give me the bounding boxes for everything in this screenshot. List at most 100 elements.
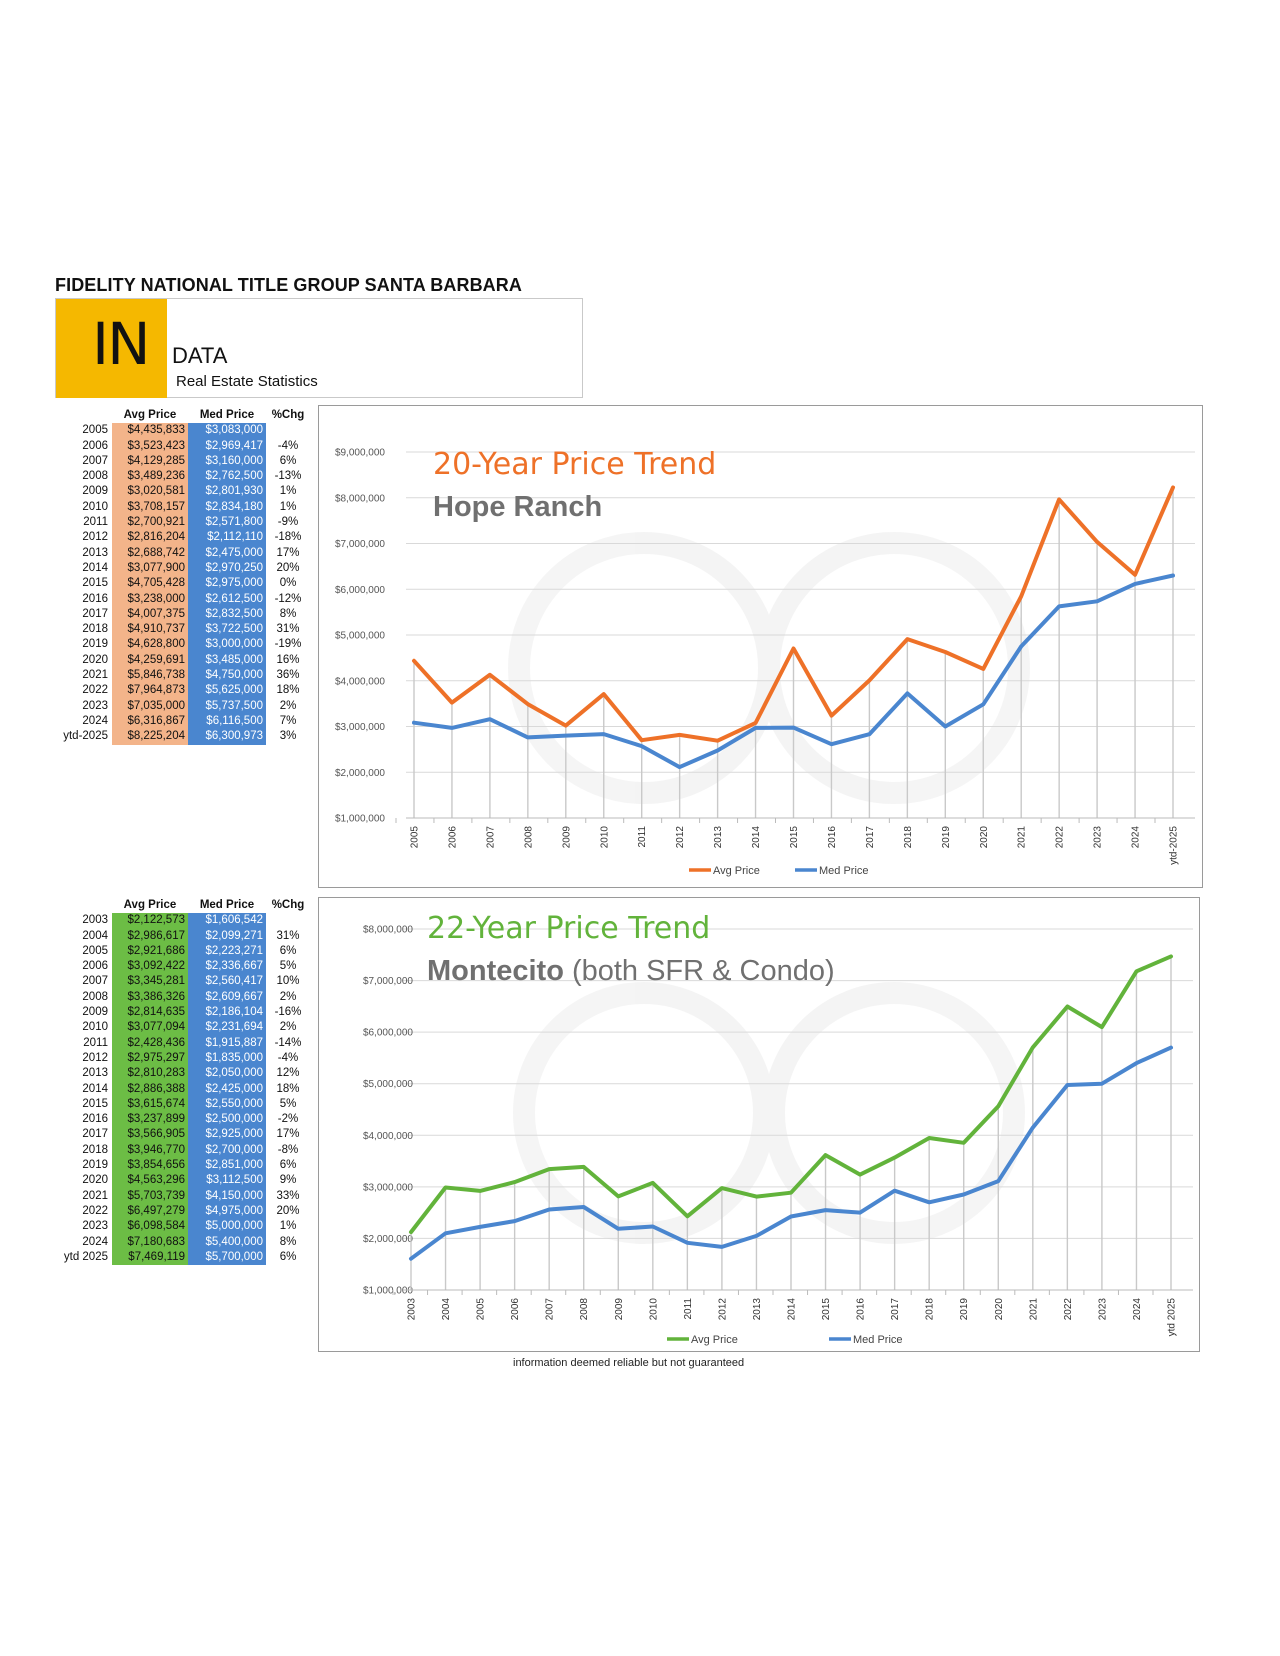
avg-price-point [1019,594,1023,598]
avg-price-point [412,659,416,663]
row-med-price: $2,801,930 [188,484,266,500]
row-med-price: $5,000,000 [188,1219,266,1235]
row-med-price: $2,500,000 [188,1112,266,1128]
watermark-icon [508,532,1030,804]
med-price-point [754,1234,758,1238]
row-med-price: $3,083,000 [188,423,266,439]
row-avg-price: $8,225,204 [112,729,188,745]
avg-price-point [1057,497,1061,501]
row-med-price: $2,425,000 [188,1081,266,1097]
med-price-point [616,1227,620,1231]
row-med-price: $1,835,000 [188,1050,266,1067]
row-avg-price: $3,238,000 [112,591,188,607]
row-avg-price: $4,628,800 [112,637,188,653]
med-price-point [1133,582,1137,586]
row-pct-chg: 5% [279,960,297,973]
y-tick-label: $7,000,000 [363,976,413,987]
x-tick-label: 2014 [787,1298,798,1321]
row-med-price: $6,300,973 [188,729,266,745]
row-pct-chg: 8% [279,607,297,620]
med-price-point [1169,1046,1173,1050]
row-avg-price: $3,077,094 [112,1020,188,1036]
med-price-point [685,1241,689,1245]
table-row: 2004 $2,986,617 $2,099,271 31% [55,928,310,944]
row-pct-chg: 3% [279,730,297,743]
table-row: 2017 $3,566,905 $2,925,000 17% [55,1127,310,1143]
row-year: 2005 [82,424,108,437]
row-pct-chg: -4% [277,439,299,452]
row-avg-price: $4,129,285 [112,453,188,470]
row-year: 2013 [82,1067,108,1080]
table-row: 2019 $4,628,800 $3,000,000 -19% [55,637,310,653]
table-row: 2005 $2,921,686 $2,223,271 6% [55,943,310,960]
x-tick-label: 2015 [821,1298,832,1321]
row-year: ytd 2025 [63,1250,108,1263]
org-title: FIDELITY NATIONAL TITLE GROUP SANTA BARB… [55,275,522,295]
med-price-point [1019,644,1023,648]
row-avg-price: $2,986,617 [112,928,188,944]
row-avg-price: $6,098,584 [112,1219,188,1235]
x-tick-label: 2024 [1131,826,1142,849]
row-avg-price: $7,469,119 [112,1249,188,1266]
brand-logo: IN DATA Real Estate Statistics [55,298,583,398]
row-avg-price: $3,708,157 [112,499,188,516]
avg-price-point [867,678,871,682]
row-med-price: $3,485,000 [188,652,266,669]
y-tick-label: $5,000,000 [363,1079,413,1090]
table-row: 2011 $2,700,921 $2,571,800 -9% [55,515,310,531]
row-pct-chg: 7% [279,714,297,727]
avg-price-point [754,1195,758,1199]
med-price-point [905,691,909,695]
row-year: 2020 [82,653,108,666]
hope-ranch-chart: $1,000,000 $2,000,000 $3,000,000 $4,000,000… [318,405,1203,888]
x-tick-label: 2023 [1097,1298,1108,1321]
row-avg-price: $3,566,905 [112,1127,188,1143]
row-pct-chg: 17% [276,546,300,559]
row-year: 2008 [82,470,108,483]
row-med-price: $5,700,000 [188,1249,266,1266]
med-price-point [478,1225,482,1229]
med-price-point [754,726,758,730]
x-tick-label: 2016 [856,1298,867,1321]
row-pct-chg: 6% [279,944,297,957]
x-tick-label: 2020 [979,826,990,849]
table-row: 2011 $2,428,436 $1,915,887 -14% [55,1035,310,1051]
row-pct-chg: 8% [279,1235,297,1248]
row-pct-chg: 6% [279,1159,297,1172]
med-price-point [450,726,454,730]
legend-avg-label: Avg Price [713,865,760,877]
row-year: 2009 [82,485,108,498]
x-tick-label: 2013 [752,1298,763,1321]
avg-price-point [720,1186,724,1190]
row-pct-chg: -14% [274,1036,302,1049]
header-blank [55,408,112,423]
row-med-price: $2,970,250 [188,560,266,577]
row-med-price: $2,099,271 [188,928,266,944]
row-med-price: $4,975,000 [188,1203,266,1220]
row-med-price: $3,000,000 [188,637,266,653]
table-row: 2010 $3,077,094 $2,231,694 2% [55,1020,310,1036]
chart-subtitle: Hope Ranch [433,491,602,523]
y-tick-label: $1,000,000 [363,1286,413,1297]
row-med-price: $2,550,000 [188,1096,266,1113]
avg-price-point [1065,1004,1069,1008]
row-avg-price: $2,428,436 [112,1035,188,1051]
row-avg-price: $3,092,422 [112,959,188,975]
row-pct-chg: -12% [274,592,302,605]
row-avg-price: $4,705,428 [112,576,188,592]
row-pct-chg: 2% [279,699,297,712]
row-year: 2018 [82,623,108,636]
table-row: 2012 $2,975,297 $1,835,000 -4% [55,1050,310,1067]
row-avg-price: $3,615,674 [112,1096,188,1113]
y-tick-label: $7,000,000 [335,539,385,550]
row-pct-chg: -8% [277,1143,299,1156]
row-pct-chg: -16% [274,1006,302,1019]
table-header-row: Avg Price Med Price %Chg [55,898,310,913]
row-pct-chg: 6% [279,454,297,467]
x-tick-label: 2008 [523,826,534,849]
row-pct-chg [266,423,310,438]
avg-price-point [547,1167,551,1171]
med-price-point [582,1205,586,1209]
med-price-point [412,721,416,725]
avg-price-point [602,692,606,696]
